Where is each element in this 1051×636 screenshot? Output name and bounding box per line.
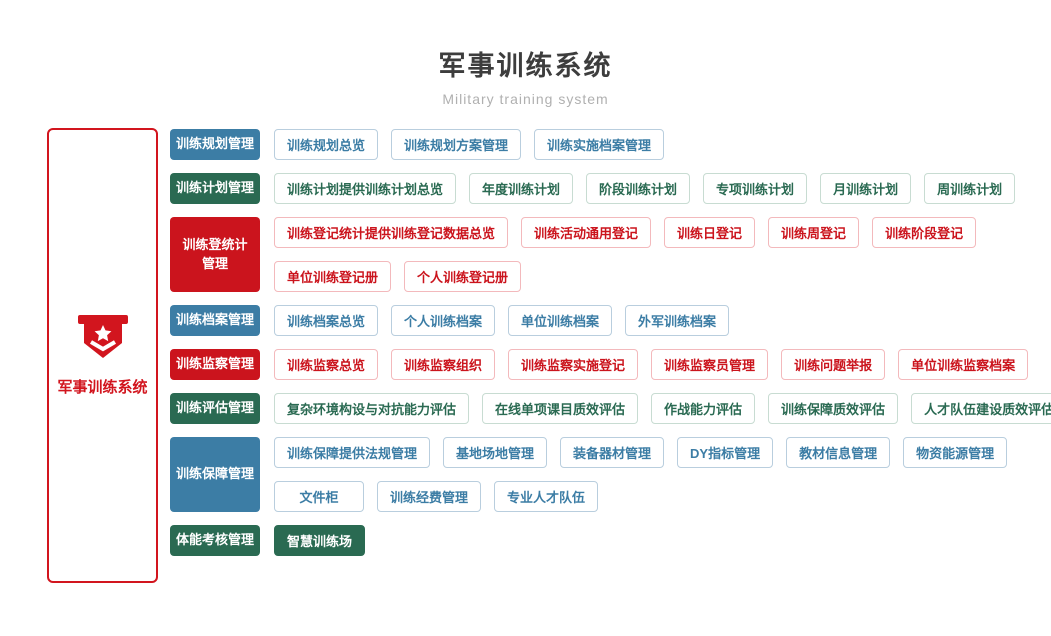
sub-item-button[interactable]: 月训练计划 [820,173,912,204]
row-training-registration-stats: 训练登统计管理 训练登记统计提供训练登记数据总览 训练活动通用登记 训练日登记 … [170,217,1038,292]
category-training-evaluation-button[interactable]: 训练评估管理 [170,393,260,424]
sub-item-button[interactable]: 个人训练登记册 [404,261,522,292]
sub-item-button[interactable]: 文件柜 [274,481,364,512]
category-training-registration-stats-button[interactable]: 训练登统计管理 [170,217,260,292]
sub-item-button[interactable]: 训练活动通用登记 [521,217,652,248]
sub-item-button[interactable]: 训练阶段登记 [872,217,977,248]
sub-item-button[interactable]: DY指标管理 [677,437,774,468]
sub-item-button[interactable]: 训练规划总览 [274,129,379,160]
row-training-support: 训练保障管理 训练保障提供法规管理 基地场地管理 装备器材管理 DY指标管理 教… [170,437,1038,512]
sub-item-button[interactable]: 训练计划提供训练计划总览 [274,173,457,204]
sub-item-button[interactable]: 训练监察组织 [391,349,496,380]
sub-item-button[interactable]: 基地场地管理 [443,437,548,468]
sub-item-button[interactable]: 专项训练计划 [703,173,808,204]
sub-item-button[interactable]: 训练监察总览 [274,349,379,380]
sub-item-button[interactable]: 训练实施档案管理 [534,129,665,160]
sub-item-button[interactable]: 复杂环境构设与对抗能力评估 [274,393,470,424]
sub-item-button[interactable]: 年度训练计划 [469,173,574,204]
system-root-label: 军事训练系统 [57,378,148,396]
category-physical-assessment-button[interactable]: 体能考核管理 [170,525,260,556]
sub-item-button[interactable]: 物资能源管理 [903,437,1008,468]
page-subtitle: Military training system [442,91,609,107]
category-training-support-button[interactable]: 训练保障管理 [170,437,260,512]
sub-item-button[interactable]: 个人训练档案 [391,305,496,336]
sub-item-button[interactable]: 装备器材管理 [560,437,665,468]
sub-item-button[interactable]: 外军训练档案 [625,305,730,336]
smart-training-ground-button[interactable]: 智慧训练场 [274,525,366,556]
shield-star-banner-icon [77,314,129,366]
page-title: 军事训练系统 [438,51,613,81]
sub-item-button[interactable]: 教材信息管理 [786,437,891,468]
sub-item-button[interactable]: 训练经费管理 [377,481,482,512]
system-root-panel: 军事训练系统 [47,128,158,583]
sub-item-button[interactable]: 在线单项课目质效评估 [482,393,639,424]
sub-item-button[interactable]: 单位训练监察档案 [898,349,1029,380]
sub-item-button[interactable]: 训练监察实施登记 [508,349,639,380]
sub-item-button[interactable]: 训练保障质效评估 [768,393,899,424]
sub-item-button[interactable]: 单位训练登记册 [274,261,392,292]
sub-item-button[interactable]: 训练档案总览 [274,305,379,336]
row-training-supervision: 训练监察管理 训练监察总览 训练监察组织 训练监察实施登记 训练监察员管理 训练… [170,349,1038,380]
sub-item-button[interactable]: 训练登记统计提供训练登记数据总览 [274,217,509,248]
row-training-planning: 训练规划管理 训练规划总览 训练规划方案管理 训练实施档案管理 [170,129,1038,160]
sub-item-button[interactable]: 训练日登记 [664,217,756,248]
row-training-evaluation: 训练评估管理 复杂环境构设与对抗能力评估 在线单项课目质效评估 作战能力评估 训… [170,393,1051,424]
category-training-supervision-button[interactable]: 训练监察管理 [170,349,260,380]
sub-item-button[interactable]: 训练问题举报 [781,349,886,380]
sub-item-button[interactable]: 周训练计划 [924,173,1016,204]
sub-item-button[interactable]: 训练规划方案管理 [391,129,522,160]
sub-item-button[interactable]: 人才队伍建设质效评估 [911,393,1051,424]
sub-item-button[interactable]: 专业人才队伍 [494,481,599,512]
sub-item-button[interactable]: 训练保障提供法规管理 [274,437,431,468]
category-training-plan-button[interactable]: 训练计划管理 [170,173,260,204]
sub-item-button[interactable]: 训练监察员管理 [651,349,769,380]
page-header: 军事训练系统 Military training system [0,44,1051,107]
sub-item-button[interactable]: 阶段训练计划 [586,173,691,204]
row-training-plan: 训练计划管理 训练计划提供训练计划总览 年度训练计划 阶段训练计划 专项训练计划… [170,173,1038,204]
module-map: 训练规划管理 训练规划总览 训练规划方案管理 训练实施档案管理 训练计划管理 训… [170,129,1051,556]
category-training-archives-button[interactable]: 训练档案管理 [170,305,260,336]
sub-item-button[interactable]: 单位训练档案 [508,305,613,336]
row-training-archives: 训练档案管理 训练档案总览 个人训练档案 单位训练档案 外军训练档案 [170,305,1038,336]
sub-item-button[interactable]: 训练周登记 [768,217,860,248]
category-training-planning-button[interactable]: 训练规划管理 [170,129,260,160]
sub-item-button[interactable]: 作战能力评估 [651,393,756,424]
row-physical-assessment: 体能考核管理 智慧训练场 [170,525,1038,556]
